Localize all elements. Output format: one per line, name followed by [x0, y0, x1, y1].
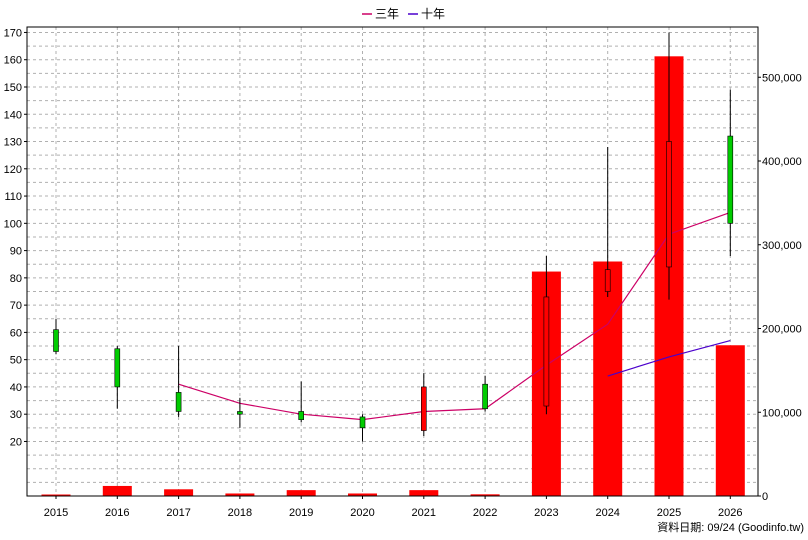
- x-tick-label: 2022: [473, 507, 497, 519]
- price-tick-label: 80: [10, 273, 22, 285]
- x-tick-label: 2024: [595, 507, 619, 519]
- candle-body: [420, 386, 427, 431]
- volume-bar: [470, 494, 500, 496]
- candle-body: [175, 392, 182, 412]
- series-line: [607, 339, 731, 377]
- plot-frame: [26, 26, 759, 497]
- volume-bar: [593, 261, 623, 496]
- x-tick-label: 2026: [718, 507, 742, 519]
- volume-tick-label: 400,000: [762, 156, 802, 168]
- candle: [359, 414, 366, 442]
- price-tick-label: 110: [4, 191, 22, 203]
- average-lines: [178, 211, 731, 421]
- legend: 三年 十年: [362, 7, 445, 21]
- candle-body: [543, 296, 550, 407]
- x-tick-label: 2017: [166, 507, 190, 519]
- candle-body: [482, 383, 488, 410]
- legend-label: 十年: [421, 7, 445, 21]
- x-tick-label: 2020: [350, 507, 374, 519]
- candle: [727, 89, 734, 257]
- volume-tick-label: 200,000: [762, 324, 802, 336]
- price-tick-label: 150: [4, 82, 22, 94]
- x-tick-label: 2023: [534, 507, 558, 519]
- x-tick-label: 2021: [412, 507, 436, 519]
- x-tick-label: 2018: [228, 507, 252, 519]
- volume-bar: [225, 493, 255, 496]
- candle: [420, 373, 427, 437]
- grid-lines: [27, 27, 758, 496]
- volume-bar: [715, 345, 745, 496]
- candle-body: [727, 135, 734, 224]
- volume-tick-label: 100,000: [762, 407, 802, 419]
- volume-bar: [164, 489, 194, 496]
- candle: [175, 346, 182, 417]
- price-tick-label: 50: [10, 355, 22, 367]
- candle-body: [666, 141, 672, 268]
- series-line: [178, 211, 731, 421]
- price-tick-label: 100: [4, 218, 22, 230]
- footer-source: 資料日期: 09/24 (Goodinfo.tw): [657, 520, 804, 534]
- price-tick-label: 70: [10, 300, 22, 312]
- candle-body: [53, 329, 59, 352]
- x-tick-label: 2019: [289, 507, 313, 519]
- price-tick-label: 40: [10, 382, 22, 394]
- price-tick-label: 20: [10, 436, 22, 448]
- price-tick-label: 170: [4, 27, 22, 39]
- candle: [298, 381, 305, 423]
- candle: [482, 376, 488, 412]
- candlesticks: [53, 32, 734, 442]
- volume-bar: [348, 493, 377, 496]
- axis-labels: 20 30 40 50 60 70 80 90 100 110 120 130 140 150 160 170…: [4, 27, 802, 519]
- price-tick-label: 160: [4, 55, 22, 67]
- x-tick-label: 2016: [105, 507, 129, 519]
- candle: [604, 146, 611, 297]
- candle-body: [237, 411, 243, 415]
- candle-body: [298, 411, 305, 420]
- price-tick-label: 120: [4, 164, 22, 176]
- volume-bar: [286, 490, 316, 496]
- legend-label: 三年: [375, 7, 399, 21]
- candle-body: [114, 348, 121, 388]
- volume-bar: [41, 494, 71, 496]
- candle: [53, 318, 59, 355]
- price-tick-label: 130: [4, 137, 22, 149]
- candle-body: [604, 269, 611, 292]
- price-tick-label: 140: [4, 109, 22, 121]
- price-tick-label: 90: [10, 246, 22, 258]
- volume-bar: [102, 485, 132, 496]
- price-tick-label: 60: [10, 327, 22, 339]
- x-tick-label: 2025: [657, 507, 681, 519]
- price-tick-label: 30: [10, 409, 22, 421]
- candle: [114, 346, 121, 409]
- volume-tick-label: 300,000: [762, 240, 802, 252]
- x-tick-label: 2015: [44, 507, 68, 519]
- candle-body: [359, 416, 366, 429]
- volume-bar: [409, 490, 439, 496]
- volume-tick-label: 500,000: [762, 72, 802, 84]
- candle: [543, 256, 550, 415]
- candle: [237, 397, 243, 428]
- volume-tick-label: 0: [762, 491, 768, 503]
- candle: [666, 32, 672, 300]
